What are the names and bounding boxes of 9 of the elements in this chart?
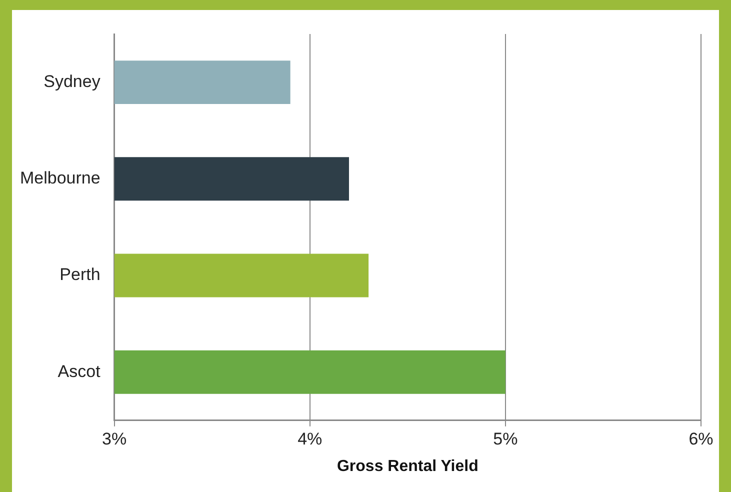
x-tick-label: 6% [688, 429, 714, 448]
x-tick-label: 5% [493, 429, 518, 448]
x-tick-label: 4% [298, 429, 322, 448]
y-tick-label: Melbourne [20, 168, 100, 188]
x-tick-label: 3% [102, 429, 127, 448]
x-axis-title: Gross Rental Yield [336, 458, 478, 475]
y-tick-label: Ascot [58, 362, 101, 381]
y-tick-label: Perth [60, 265, 100, 284]
y-tick-label: Sydney [44, 72, 101, 91]
